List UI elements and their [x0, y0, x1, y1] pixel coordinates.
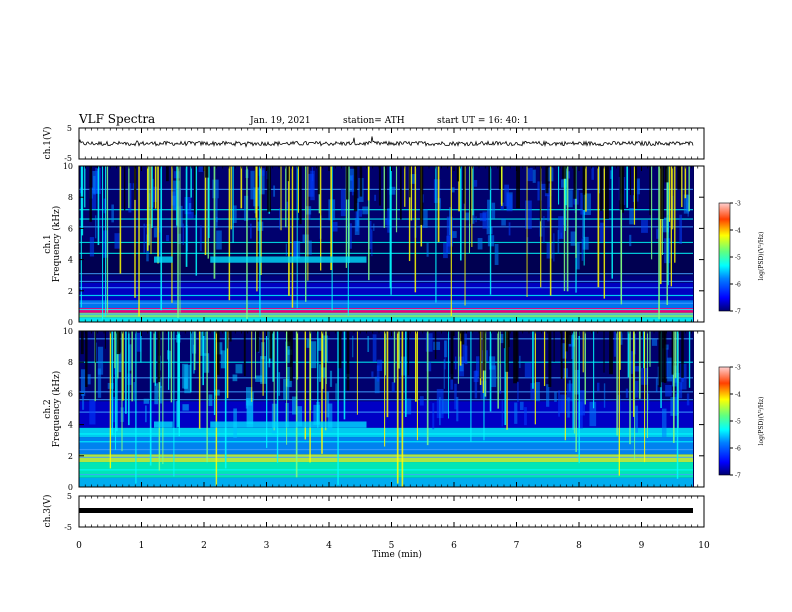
x-tick-label: 0: [76, 541, 82, 551]
colorbar-tick-label: -6: [735, 446, 741, 453]
freq-tick-label: 10: [63, 162, 73, 171]
colorbar-tick-label: -3: [735, 201, 741, 208]
ch2-spectrogram-image: [79, 331, 693, 487]
freq-tick-label: 0: [68, 483, 73, 492]
freq-tick-label: 8: [68, 358, 73, 367]
x-tick-label: 4: [326, 541, 332, 551]
colorbar-tick-label: -7: [735, 309, 741, 316]
x-tick-label: 2: [201, 541, 207, 551]
freq-tick-label: 8: [68, 193, 73, 202]
x-axis-label: Time (min): [372, 549, 422, 560]
ch1-colorbar: [718, 202, 731, 312]
colorbar-tick-label: -5: [735, 419, 741, 426]
header-station: station= ATH: [343, 116, 405, 126]
ch1-ylabel-frequency: Frequency (kHz): [51, 206, 62, 283]
freq-tick-label: 2: [68, 287, 73, 296]
ch1-spectrogram-image: [79, 166, 693, 322]
freq-tick-label: 0: [68, 318, 73, 327]
ch1-ylabel-channel: ch.1: [43, 234, 53, 253]
x-tick-label: 6: [451, 541, 457, 551]
x-tick-label: 10: [698, 541, 710, 551]
colorbar-tick-label: -4: [735, 392, 741, 399]
ch1-colorbar-label: log(PSD)(V²/Hz): [758, 232, 765, 281]
header-start-time: start UT = 16: 40: 1: [437, 116, 529, 126]
x-tick-label: 9: [639, 541, 645, 551]
ch1-ytick-bottom: -5: [64, 154, 72, 163]
x-tick-label: 1: [139, 541, 145, 551]
x-tick-label: 7: [514, 541, 520, 551]
ch2-colorbar: [718, 366, 731, 476]
colorbar-tick-label: -7: [735, 473, 741, 480]
chart-title: VLF Spectra: [78, 112, 155, 126]
ch3-ytick-top: 5: [67, 492, 72, 501]
ch2-ylabel-frequency: Frequency (kHz): [51, 371, 62, 448]
header-date: Jan. 19, 2021: [249, 116, 311, 126]
x-tick-label: 8: [576, 541, 582, 551]
ch1-waveform-panel: 5 -5 ch.1(V): [42, 124, 705, 163]
ch1-ytick-top: 5: [67, 124, 72, 133]
ch3-waveform-line: [79, 508, 693, 513]
freq-tick-label: 2: [68, 452, 73, 461]
ch2-ylabel-channel: ch.2: [43, 399, 53, 418]
freq-tick-label: 6: [68, 389, 73, 398]
x-tick-label: 3: [264, 541, 270, 551]
ch1-ylabel: ch.1(V): [42, 127, 53, 160]
freq-tick-label: 10: [63, 327, 73, 336]
ch3-waveform-panel: 5 -5 ch.3(V): [42, 492, 705, 532]
colorbar-tick-label: -3: [735, 365, 741, 372]
colorbar-tick-label: -5: [735, 255, 741, 262]
ch2-colorbar-label: log(PSD)(V²/Hz): [758, 397, 765, 446]
colorbar-tick-label: -6: [735, 282, 741, 289]
x-axis-ticks: 0 1 2 3 4 5 6 7 8 9 10: [76, 128, 710, 551]
x-tick-label: 5: [389, 541, 395, 551]
ch3-ylabel: ch.3(V): [42, 495, 53, 528]
freq-tick-label: 6: [68, 224, 73, 233]
ch1-waveform-line: [78, 136, 694, 148]
freq-tick-label: 4: [68, 256, 73, 265]
freq-tick-label: 4: [68, 421, 73, 430]
colorbar-tick-label: -4: [735, 228, 741, 235]
ch3-ytick-bottom: -5: [64, 523, 72, 532]
